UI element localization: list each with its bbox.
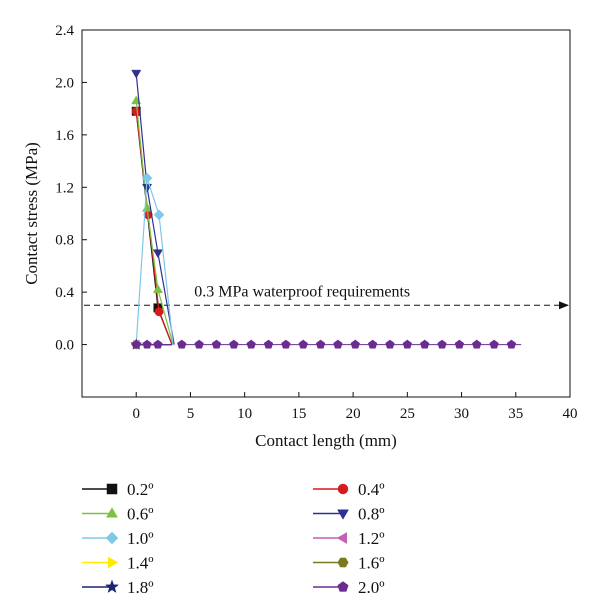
data-point xyxy=(419,339,430,349)
data-point xyxy=(506,339,517,349)
data-point xyxy=(298,339,308,349)
zero-tail-points xyxy=(177,339,517,349)
x-tick-label: 0 xyxy=(132,406,140,422)
axes: 0 5 10 15 20 25 30 35 40 0.0 0.4 0.8 1.2 1.6 2.0 2.4 Con… xyxy=(22,23,578,450)
legend-marker xyxy=(337,483,349,495)
x-tick-label: 15 xyxy=(291,406,306,422)
series-20 xyxy=(131,339,172,349)
legend-label: 1.6º xyxy=(358,554,385,573)
y-tick-label: 1.2 xyxy=(55,180,74,196)
x-axis-label: Contact length (mm) xyxy=(255,431,397,450)
data-point xyxy=(489,339,499,349)
y-tick-label: 0.8 xyxy=(55,233,74,249)
data-point xyxy=(229,339,239,349)
legend-marker xyxy=(336,532,347,544)
data-point xyxy=(246,339,256,349)
x-tick-label: 20 xyxy=(346,406,361,422)
legend-label: 0.4º xyxy=(358,480,385,499)
data-point xyxy=(211,339,222,349)
plot-frame xyxy=(81,29,571,398)
data-point xyxy=(153,339,163,349)
legend-marker xyxy=(106,483,118,495)
legend-label: 0.8º xyxy=(358,505,385,524)
legend-label: 1.2º xyxy=(358,529,385,548)
y-tick-label: 2.0 xyxy=(55,75,74,91)
legend-marker xyxy=(337,581,349,592)
data-point xyxy=(402,339,413,349)
series-line-08 xyxy=(135,73,175,345)
legend-label: 2.0º xyxy=(358,578,385,597)
data-point xyxy=(131,339,141,349)
data-point xyxy=(152,249,163,259)
data-point xyxy=(152,284,163,293)
legend-label: 1.8º xyxy=(127,578,154,597)
annotation-layer: 0.3 MPa waterproof requirements xyxy=(84,283,569,310)
legend-marker xyxy=(104,579,120,594)
legend-item: 0.4º xyxy=(313,480,385,499)
data-point xyxy=(141,172,153,184)
data-point xyxy=(333,339,343,349)
legend-item: 0.6º xyxy=(82,505,154,524)
data-point xyxy=(315,339,326,349)
data-point xyxy=(153,209,165,221)
data-point xyxy=(367,339,378,349)
data-point xyxy=(454,339,465,349)
legend-item: 1.4º xyxy=(82,554,154,573)
y-tick-label: 2.4 xyxy=(55,23,74,39)
x-tick-label: 40 xyxy=(563,406,578,422)
data-point xyxy=(263,339,274,349)
legend-item: 1.6º xyxy=(313,554,385,573)
x-tick-label: 10 xyxy=(237,406,252,422)
x-tick-label: 30 xyxy=(454,406,469,422)
y-tick-label: 0.4 xyxy=(55,285,74,301)
data-point xyxy=(154,307,164,317)
series-line-06 xyxy=(135,100,174,345)
series-layer xyxy=(130,69,522,350)
y-axis-label: Contact stress (MPa) xyxy=(22,142,41,285)
data-point xyxy=(131,69,142,79)
legend-marker xyxy=(337,557,349,568)
legend-label: 1.0º xyxy=(127,529,154,548)
data-point xyxy=(281,339,291,349)
legend-item: 1.8º xyxy=(82,578,154,597)
annotation-label: 0.3 MPa waterproof requirements xyxy=(194,283,410,300)
data-point xyxy=(142,339,152,349)
data-point xyxy=(177,339,187,349)
legend-item: 0.8º xyxy=(313,505,385,524)
legend-marker xyxy=(105,531,119,545)
legend-item: 0.2º xyxy=(82,480,154,499)
x-tick-label: 25 xyxy=(400,406,415,422)
data-point xyxy=(194,339,204,349)
legend-item: 1.0º xyxy=(82,529,154,548)
legend-marker xyxy=(106,507,118,518)
legend-item: 2.0º xyxy=(313,578,385,597)
x-tick-label: 5 xyxy=(187,406,195,422)
legend-marker xyxy=(337,509,349,520)
x-tick-label: 35 xyxy=(508,406,523,422)
legend-item: 1.2º xyxy=(313,529,385,548)
legend-label: 0.6º xyxy=(127,505,154,524)
series-line-10 xyxy=(135,177,174,345)
y-tick-label: 1.6 xyxy=(55,128,74,144)
data-point xyxy=(350,339,360,349)
legend-label: 1.4º xyxy=(127,554,154,573)
legend-label: 0.2º xyxy=(127,480,154,499)
legend: 0.2º 0.4º 0.6º 0.8º 1.0º 1.2º 1.4º 1.6º 1.8º 2.0º xyxy=(82,480,385,597)
data-point xyxy=(437,339,447,349)
y-tick-label: 0.0 xyxy=(55,338,74,354)
legend-marker xyxy=(108,556,119,569)
data-point xyxy=(472,339,482,349)
data-point xyxy=(385,339,395,349)
